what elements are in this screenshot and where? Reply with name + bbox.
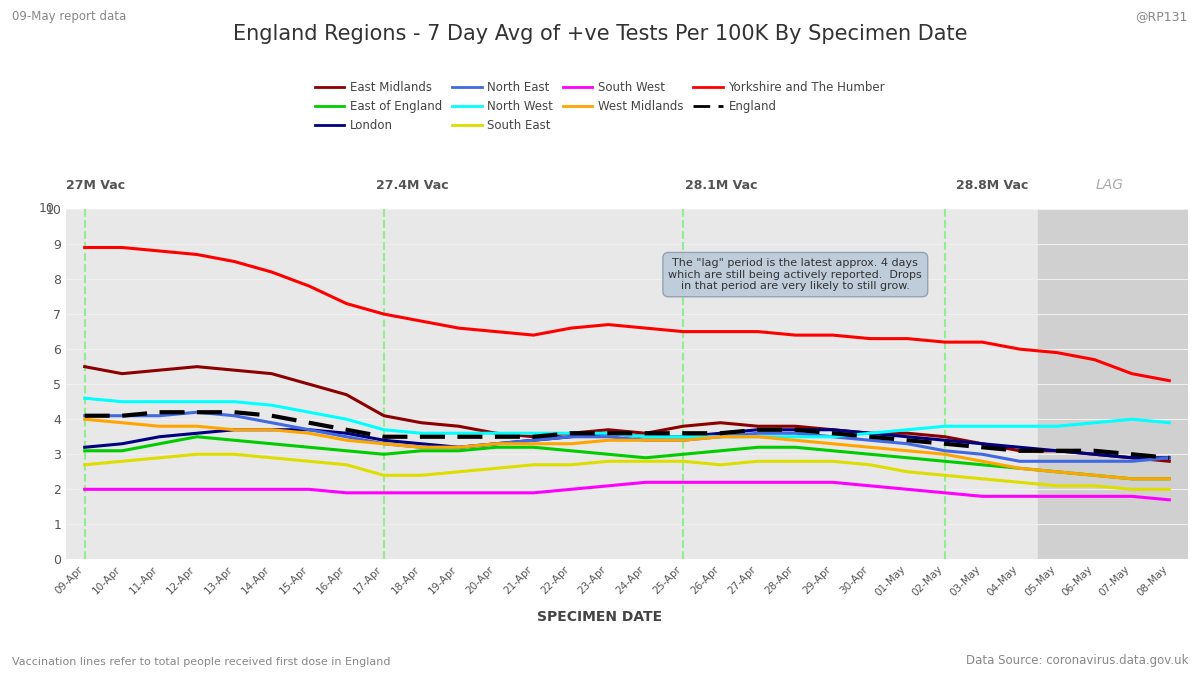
Text: SPECIMEN DATE: SPECIMEN DATE bbox=[538, 610, 662, 623]
Legend: East Midlands, East of England, London, North East, North West, South East, Sout: East Midlands, East of England, London, … bbox=[310, 77, 890, 137]
Text: Vaccination lines refer to total people received first dose in England: Vaccination lines refer to total people … bbox=[12, 657, 390, 667]
Bar bbox=[1038, 209, 1188, 559]
Text: 09-May report data: 09-May report data bbox=[12, 10, 126, 23]
Text: 28.8M Vac: 28.8M Vac bbox=[956, 179, 1028, 192]
Text: 10: 10 bbox=[38, 202, 55, 216]
Text: Data Source: coronavirus.data.gov.uk: Data Source: coronavirus.data.gov.uk bbox=[966, 654, 1188, 667]
Text: England Regions - 7 Day Avg of +ve Tests Per 100K By Specimen Date: England Regions - 7 Day Avg of +ve Tests… bbox=[233, 24, 967, 44]
Text: 27.4M Vac: 27.4M Vac bbox=[376, 179, 448, 192]
Text: 27M Vac: 27M Vac bbox=[66, 179, 125, 192]
Text: 28.1M Vac: 28.1M Vac bbox=[685, 179, 757, 192]
Text: LAG: LAG bbox=[1096, 178, 1124, 192]
Text: @RP131: @RP131 bbox=[1135, 10, 1188, 23]
Text: The "lag" period is the latest approx. 4 days
which are still being actively rep: The "lag" period is the latest approx. 4… bbox=[668, 258, 922, 291]
